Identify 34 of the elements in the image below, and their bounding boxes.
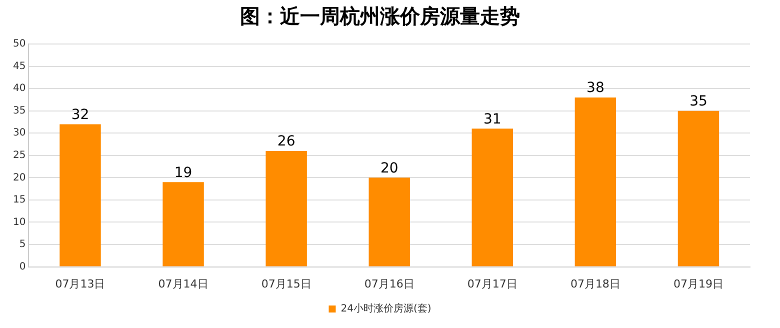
y-tick-label: 20 — [12, 172, 26, 184]
y-tick-label: 40 — [12, 83, 26, 94]
y-tick-label: 0 — [19, 261, 26, 272]
bar — [574, 97, 616, 266]
bar — [266, 150, 307, 266]
bar — [678, 110, 720, 266]
bar — [60, 124, 101, 266]
x-tick-label: 07月17日 — [467, 277, 518, 290]
y-tick-label: 35 — [12, 105, 26, 116]
data-label: 26 — [277, 134, 296, 150]
x-tick-label: 07月15日 — [261, 277, 312, 290]
y-tick-label: 15 — [12, 194, 26, 206]
y-tick-label: 10 — [12, 216, 26, 228]
data-label: 35 — [690, 93, 708, 110]
bar — [472, 128, 514, 266]
chart-title: 图：近一周杭州涨价房源量走势 — [240, 4, 520, 28]
data-label: 32 — [71, 106, 90, 123]
x-tick-label: 07月18日 — [570, 277, 620, 290]
data-label: 31 — [483, 111, 502, 128]
y-tick-label: 25 — [12, 150, 26, 161]
data-label: 38 — [586, 80, 604, 96]
x-tick-label: 07月16日 — [364, 277, 414, 290]
x-tick-label: 07月14日 — [158, 277, 208, 290]
data-label: 20 — [380, 160, 398, 176]
y-tick-label: 5 — [19, 239, 26, 250]
bar — [162, 182, 204, 266]
bar — [368, 178, 410, 266]
y-tick-label: 30 — [12, 128, 26, 139]
y-tick-label: 45 — [12, 60, 26, 72]
x-tick-label: 07月13日 — [55, 277, 106, 290]
x-tick-label: 07月19日 — [673, 277, 724, 290]
y-tick-label: 50 — [12, 38, 26, 50]
legend-label: 24小时涨价房源(套) — [340, 302, 432, 315]
data-label: 19 — [174, 164, 192, 181]
